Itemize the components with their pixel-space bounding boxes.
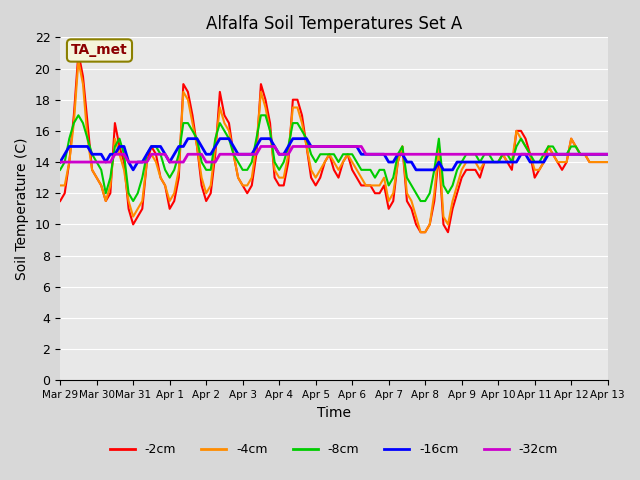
-2cm — [604, 159, 612, 165]
-16cm — [408, 159, 415, 165]
Y-axis label: Soil Temperature (C): Soil Temperature (C) — [15, 138, 29, 280]
-16cm — [56, 159, 64, 165]
Text: TA_met: TA_met — [71, 44, 128, 58]
-16cm — [193, 136, 201, 142]
Legend: -2cm, -4cm, -8cm, -16cm, -32cm: -2cm, -4cm, -8cm, -16cm, -32cm — [105, 438, 563, 461]
X-axis label: Time: Time — [317, 406, 351, 420]
Line: -16cm: -16cm — [60, 139, 608, 170]
Title: Alfalfa Soil Temperatures Set A: Alfalfa Soil Temperatures Set A — [206, 15, 462, 33]
-4cm — [604, 159, 612, 165]
-4cm — [56, 182, 64, 188]
-2cm — [56, 198, 64, 204]
-4cm — [403, 191, 411, 196]
-32cm — [111, 151, 119, 157]
Line: -4cm: -4cm — [60, 60, 608, 232]
-4cm — [435, 144, 443, 149]
-16cm — [577, 151, 584, 157]
-32cm — [184, 151, 192, 157]
-8cm — [116, 136, 124, 142]
-16cm — [129, 167, 137, 173]
-8cm — [75, 112, 83, 118]
-2cm — [403, 198, 411, 204]
-2cm — [435, 151, 443, 157]
-8cm — [129, 198, 137, 204]
-4cm — [116, 151, 124, 157]
-4cm — [75, 58, 83, 63]
-2cm — [417, 229, 424, 235]
-8cm — [408, 182, 415, 188]
-4cm — [577, 151, 584, 157]
Line: -32cm: -32cm — [60, 146, 608, 162]
-32cm — [294, 144, 301, 149]
-16cm — [184, 136, 192, 142]
-32cm — [403, 151, 411, 157]
-32cm — [257, 144, 265, 149]
-8cm — [298, 128, 306, 134]
-16cm — [111, 151, 119, 157]
-2cm — [116, 144, 124, 149]
-32cm — [572, 151, 580, 157]
-32cm — [604, 151, 612, 157]
Line: -8cm: -8cm — [60, 115, 608, 201]
-8cm — [56, 167, 64, 173]
-8cm — [604, 151, 612, 157]
-16cm — [435, 159, 443, 165]
Line: -2cm: -2cm — [60, 53, 608, 232]
-2cm — [294, 97, 301, 103]
-16cm — [298, 136, 306, 142]
-8cm — [435, 136, 443, 142]
-4cm — [189, 120, 196, 126]
-2cm — [577, 151, 584, 157]
-8cm — [577, 151, 584, 157]
-2cm — [189, 112, 196, 118]
-4cm — [417, 229, 424, 235]
-2cm — [75, 50, 83, 56]
-8cm — [193, 136, 201, 142]
-4cm — [294, 105, 301, 110]
-32cm — [56, 159, 64, 165]
-32cm — [431, 151, 438, 157]
-16cm — [604, 151, 612, 157]
